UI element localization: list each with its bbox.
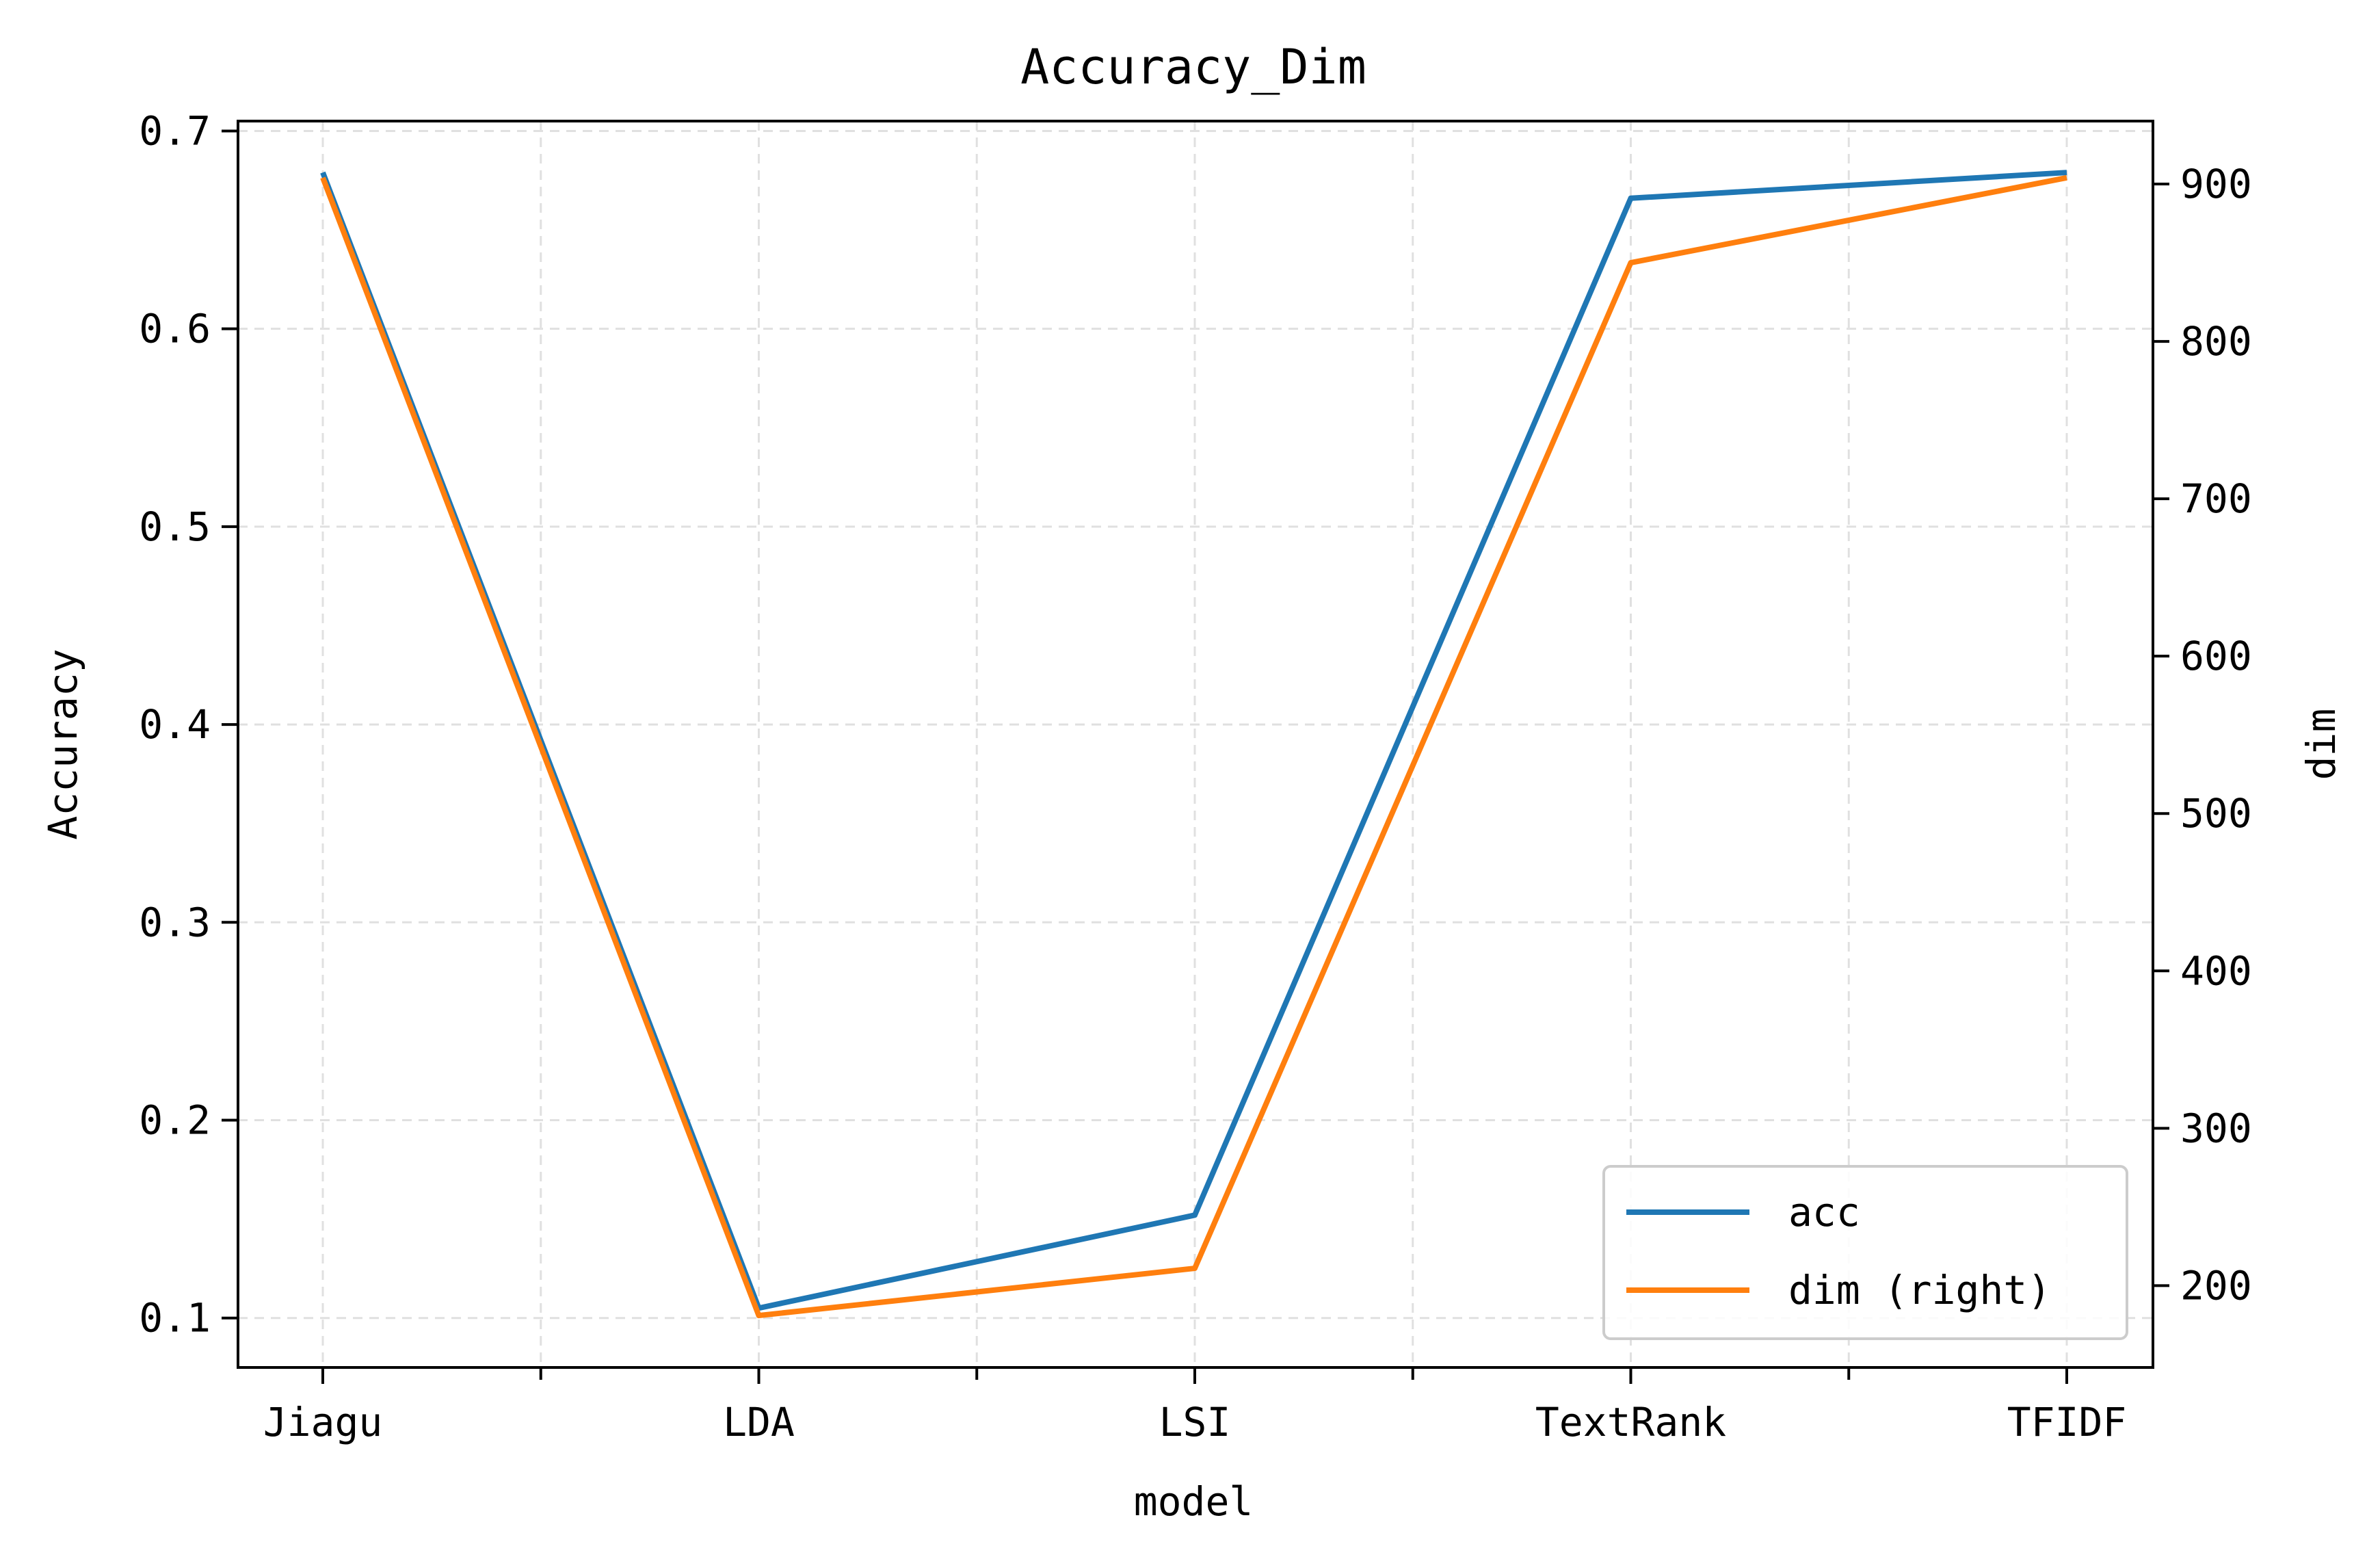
y2-tick-label: 700 <box>2180 475 2252 522</box>
x-axis: Jiagu LDA LSI TextRank TFIDF <box>263 1367 2127 1445</box>
y2-tick-label: 400 <box>2180 947 2252 994</box>
chart-title: Accuracy_Dim <box>1020 39 1366 95</box>
y2-axis-label: dim <box>2298 709 2344 781</box>
y-tick-label: 0.1 <box>139 1295 211 1341</box>
x-tick-label: LSI <box>1159 1399 1231 1445</box>
series-lines <box>320 170 2067 1319</box>
y2-tick-label: 300 <box>2180 1105 2252 1151</box>
y-axis-right: 200 300 400 500 600 700 800 900 <box>2153 161 2252 1309</box>
x-axis-label: model <box>1134 1478 1254 1525</box>
y-tick-label: 0.4 <box>139 701 211 748</box>
y-tick-label: 0.3 <box>139 899 211 945</box>
y2-tick-label: 200 <box>2180 1262 2252 1309</box>
y-axis-label: Accuracy <box>40 649 86 839</box>
y-axis-left: 0.1 0.2 0.3 0.4 0.5 0.6 0.7 <box>139 107 238 1341</box>
grid <box>238 121 2153 1367</box>
y-tick-label: 0.2 <box>139 1097 211 1143</box>
x-tick-label: LDA <box>723 1399 795 1445</box>
y-tick-label: 0.6 <box>139 306 211 352</box>
y2-tick-label: 600 <box>2180 633 2252 679</box>
legend: acc dim (right) <box>1602 1165 2128 1340</box>
y2-tick-label: 500 <box>2180 790 2252 837</box>
series-line-dim <box>320 174 2067 1319</box>
x-tick-label: TextRank <box>1535 1399 1726 1445</box>
x-tick-label: Jiagu <box>263 1399 383 1445</box>
y-tick-label: 0.7 <box>139 107 211 154</box>
y2-tick-label: 900 <box>2180 161 2252 207</box>
legend-label-dim: dim (right) <box>1788 1267 2051 1313</box>
legend-label-acc: acc <box>1788 1189 1860 1235</box>
y-tick-label: 0.5 <box>139 503 211 550</box>
x-tick-label: TFIDF <box>2007 1399 2127 1445</box>
y2-tick-label: 800 <box>2180 318 2252 365</box>
